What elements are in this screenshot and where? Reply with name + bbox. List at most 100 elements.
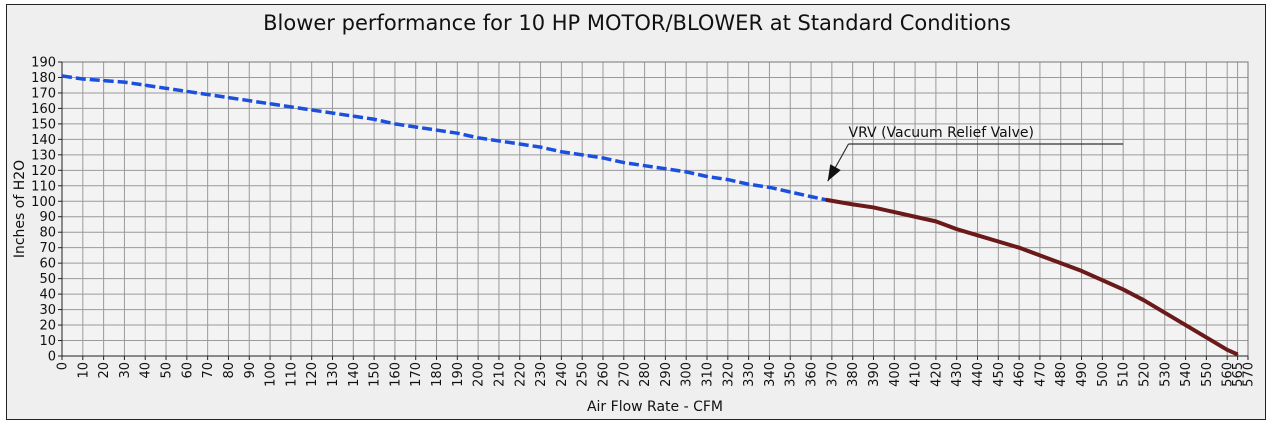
x-tick-label: 300 [680,362,695,387]
data-point [1226,349,1228,351]
annotation-arrowhead [827,164,841,182]
y-tick-label: 140 [31,133,56,148]
x-tick-label: 380 [846,362,861,387]
data-point [976,234,979,237]
data-point [414,126,417,128]
x-tick-label: 320 [721,362,736,387]
y-tick-label: 40 [39,288,56,303]
y-tick-label: 0 [48,350,56,365]
data-point [435,129,438,131]
x-tick-label: 0 [56,362,71,370]
series-layer [61,74,1239,357]
x-tick-label: 240 [555,362,570,387]
x-tick-label: 350 [784,362,799,387]
data-point [394,123,396,125]
data-point [643,164,646,167]
data-point [789,191,792,193]
x-tick-label: 190 [451,362,466,387]
data-point [1101,279,1104,281]
data-point [1080,270,1083,272]
y-tick-label: 170 [31,86,56,101]
tick-layer: 0102030405060708090100110120130140150160… [31,56,1256,387]
y-tick-label: 110 [31,179,56,194]
x-tick-label: 490 [1075,362,1090,387]
x-tick-label: 290 [659,362,674,387]
data-point [1122,288,1124,291]
x-tick-label: 140 [347,362,362,387]
data-point [824,198,827,201]
y-tick-label: 150 [31,117,56,132]
data-point [706,175,708,178]
x-tick-label: 110 [284,362,299,387]
x-tick-label: 250 [576,362,591,387]
data-point [1059,262,1062,264]
x-tick-label: 90 [243,362,258,379]
data-point [456,132,459,134]
x-tick-label: 10 [76,362,91,379]
x-tick-label: 510 [1117,362,1132,387]
x-tick-label: 20 [97,362,112,379]
y-tick-label: 190 [31,56,56,71]
x-tick-label: 520 [1137,362,1152,387]
data-point [768,186,771,189]
x-tick-label: 260 [596,362,611,387]
data-point [1184,324,1187,326]
data-point [622,161,625,164]
data-point [727,178,729,181]
chart-svg: 0102030405060708090100110120130140150160… [12,56,1257,416]
x-tick-label: 40 [139,362,154,379]
x-tick-label: 330 [742,362,757,387]
y-tick-label: 70 [39,241,56,256]
y-tick-label: 10 [39,334,56,349]
data-point [186,90,188,93]
data-point [82,78,84,80]
x-tick-label: 530 [1158,362,1173,387]
x-tick-label: 570 [1242,362,1257,387]
data-point [498,140,500,142]
data-point [310,109,313,111]
y-tick-label: 120 [31,164,56,179]
x-tick-label: 450 [992,362,1007,387]
x-tick-label: 360 [805,362,820,387]
annotation-label: VRV (Vacuum Relief Valve) [849,125,1034,141]
data-point [373,118,375,121]
data-point [227,96,230,99]
data-point [61,75,63,77]
data-point [1236,353,1239,356]
grid-layer [61,61,1249,357]
data-point [206,93,209,96]
y-tick-label: 50 [39,272,56,287]
x-tick-label: 230 [534,362,549,387]
chart-frame: Blower performance for 10 HP MOTOR/BLOWE… [6,4,1266,420]
x-tick-label: 270 [617,362,632,387]
x-tick-label: 280 [638,362,653,387]
data-point [685,171,688,173]
y-tick-label: 100 [31,195,56,210]
x-tick-label: 220 [513,362,528,387]
data-point [269,102,271,105]
x-tick-label: 170 [409,362,424,387]
data-point [935,220,937,223]
data-point [331,112,334,114]
data-point [477,137,479,139]
data-point [581,154,583,156]
data-point [1039,254,1041,257]
x-tick-label: 30 [118,362,133,379]
x-tick-label: 430 [950,362,965,387]
data-point [955,228,958,230]
data-point [290,106,292,108]
data-point [664,167,667,170]
x-tick-label: 550 [1200,362,1215,387]
x-tick-label: 200 [472,362,487,387]
data-point [560,150,563,153]
data-point [872,206,875,209]
data-point [914,215,916,218]
x-tick-label: 410 [909,362,924,387]
x-tick-label: 480 [1054,362,1069,387]
x-tick-label: 500 [1096,362,1111,387]
x-tick-label: 420 [929,362,944,387]
x-tick-label: 100 [264,362,279,387]
data-point [165,87,167,90]
chart-title: Blower performance for 10 HP MOTOR/BLOWE… [263,11,1011,35]
x-tick-label: 560 [1221,362,1236,387]
